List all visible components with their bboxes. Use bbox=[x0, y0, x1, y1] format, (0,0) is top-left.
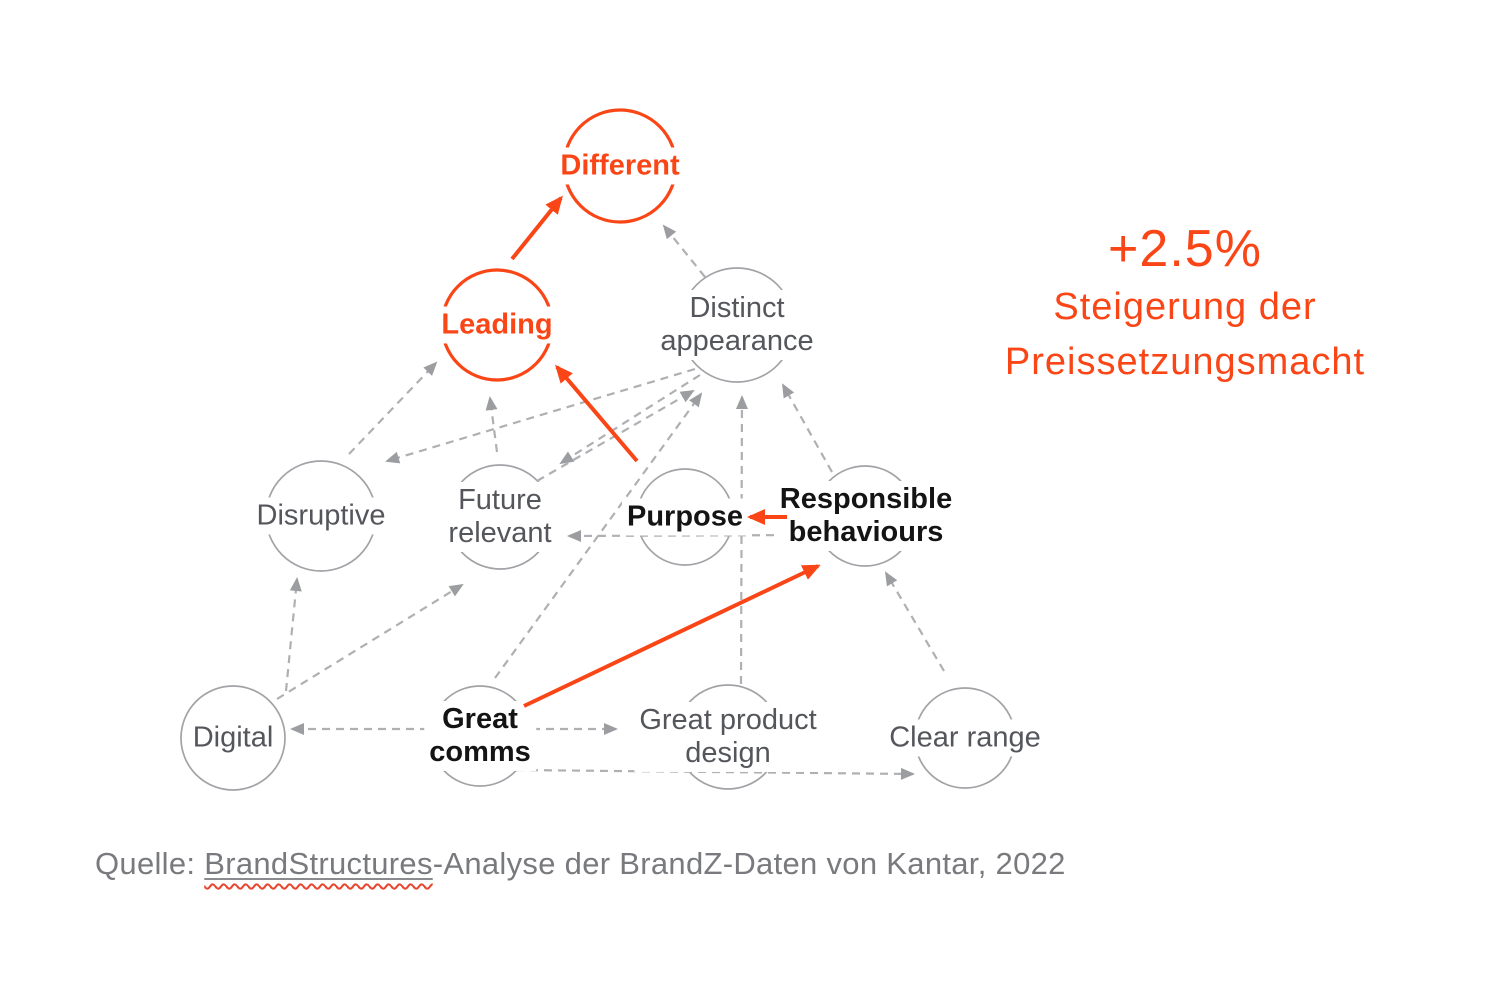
node-label-distinct-appearance: Distinct appearance bbox=[655, 289, 819, 361]
node-label-different-text: Different bbox=[560, 149, 680, 182]
edge-great-product-design-to-distinct-appearance bbox=[735, 395, 748, 685]
node-circle-digital bbox=[180, 685, 286, 791]
source-underlined-text: BrandStructures bbox=[204, 846, 433, 881]
node-label-disruptive: Disruptive bbox=[251, 497, 391, 535]
edge-digital-to-disruptive bbox=[284, 577, 302, 692]
stat-line-3: Preissetzungsmacht bbox=[1004, 340, 1366, 383]
node-label-responsible-behaviours: Responsible behaviours bbox=[774, 480, 958, 552]
node-label-leading: Leading bbox=[436, 306, 558, 344]
stat-value: +2.5% bbox=[1108, 220, 1262, 278]
node-label-purpose: Purpose bbox=[621, 498, 749, 536]
edge-distinct-appearance-to-future-relevant bbox=[559, 374, 701, 465]
stat-line-2: Steigerung der bbox=[1053, 285, 1317, 328]
source-underlined: BrandStructures bbox=[204, 846, 433, 881]
edge-responsible-behaviours-to-distinct-appearance bbox=[782, 383, 833, 473]
source-prefix: Quelle: bbox=[95, 846, 205, 881]
node-label-great-product-design: Great product design bbox=[634, 701, 822, 773]
edge-digital-to-future-relevant bbox=[276, 583, 464, 700]
edge-future-relevant-to-leading bbox=[485, 396, 499, 453]
source-line: Quelle: BrandStructures-Analyse der Bran… bbox=[95, 846, 1066, 882]
edge-distinct-appearance-to-disruptive bbox=[385, 367, 696, 464]
node-label-future-relevant: Future relevant bbox=[443, 481, 557, 553]
node-label-digital: Digital bbox=[187, 719, 279, 757]
node-label-leading-text: Leading bbox=[441, 308, 553, 341]
edge-distinct-appearance-to-different bbox=[662, 224, 706, 278]
source-suffix: -Analyse der BrandZ-Daten von Kantar, 20… bbox=[432, 846, 1066, 881]
edge-disruptive-to-leading bbox=[348, 361, 438, 455]
node-label-clear-range: Clear range bbox=[884, 719, 1046, 757]
node-label-great-comms: Great comms bbox=[424, 700, 536, 772]
edge-clear-range-to-responsible-behaviours bbox=[884, 571, 945, 672]
stat-callout: +2.5% Steigerung der Preissetzungsmacht bbox=[935, 220, 1435, 390]
node-label-different: Different bbox=[555, 147, 685, 185]
